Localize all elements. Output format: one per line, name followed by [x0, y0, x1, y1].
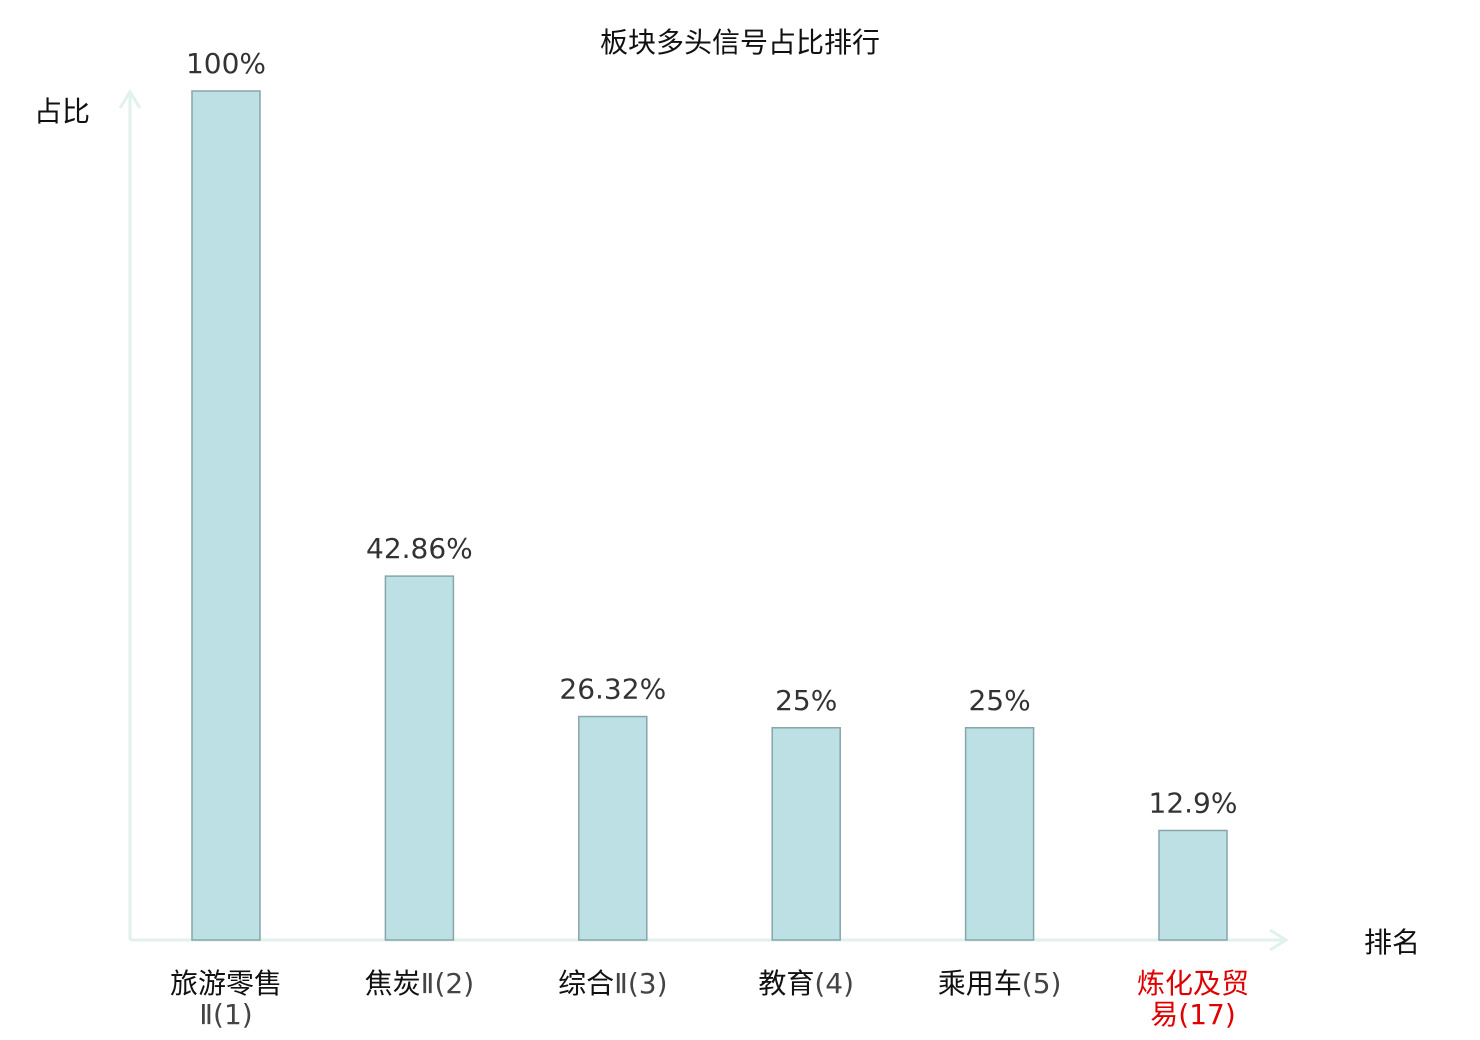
category-name: 乘用车 [938, 967, 1022, 1000]
category-label-6-line-1: 炼化及贸 [1137, 967, 1249, 1000]
value-label-2: 42.86% [366, 532, 473, 565]
bar-5 [964, 727, 1035, 941]
y-axis-label: 占比 [34, 95, 90, 128]
category-name: 教育 [758, 967, 814, 1000]
bar-6 [1158, 829, 1228, 941]
value-label-1: 100% [186, 47, 266, 80]
category-rank: Ⅱ(3) [614, 967, 667, 1000]
category-label-1-line-1: 旅游零售 [170, 967, 282, 1000]
category-label-2-line-1: 焦炭Ⅱ(2) [365, 967, 474, 1000]
bar-4 [771, 727, 841, 941]
category-label-5-line-1: 乘用车(5) [938, 967, 1062, 1000]
category-name: 炼化及贸 [1137, 967, 1249, 1000]
x-axis-label: 排名 [1364, 926, 1420, 959]
value-labels-group: 100% 42.86% 26.32% 25% 25% 12.9% [186, 47, 1238, 819]
value-label-4: 25% [775, 684, 837, 717]
category-name: 综合 [558, 967, 614, 1000]
category-label-6-line-2: 易(17) [1150, 998, 1236, 1031]
category-rank: Ⅱ(2) [421, 967, 474, 1000]
y-axis-arrow [118, 89, 142, 109]
bars-group [191, 90, 1228, 941]
value-label-5: 25% [968, 684, 1030, 717]
bar-1 [191, 90, 261, 941]
category-name: 旅游零售 [170, 967, 282, 1000]
bar-3 [578, 715, 648, 941]
value-label-3: 26.32% [559, 673, 666, 706]
category-label-1-line-2: Ⅱ(1) [199, 998, 252, 1031]
category-name: 易 [1150, 998, 1178, 1031]
category-label-4-line-1: 教育(4) [758, 967, 854, 1000]
value-label-6: 12.9% [1149, 786, 1238, 819]
category-rank: (4) [814, 967, 854, 1000]
chart-title: 板块多头信号占比排行 [600, 26, 880, 59]
category-rank: (5) [1022, 967, 1062, 1000]
category-name: 焦炭 [365, 967, 421, 1000]
category-label-3-line-1: 综合Ⅱ(3) [558, 967, 667, 1000]
x-axis-arrow [1269, 928, 1289, 952]
bar-2 [384, 575, 455, 941]
category-rank: Ⅱ(1) [199, 998, 252, 1031]
category-rank: (17) [1178, 998, 1235, 1031]
